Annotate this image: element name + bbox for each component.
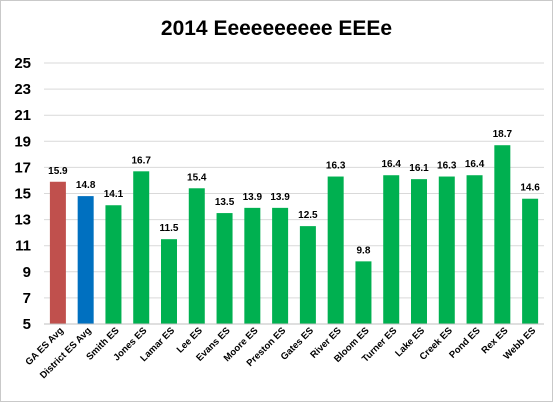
bars — [49, 145, 539, 324]
data-label: 12.5 — [298, 210, 318, 221]
bar — [411, 179, 427, 324]
data-label: 14.6 — [520, 183, 540, 194]
bar — [161, 239, 177, 324]
y-tick-label: 21 — [14, 107, 31, 124]
bar — [272, 207, 289, 324]
y-tick-label: 5 — [23, 316, 31, 333]
data-labels: 15.9 14.8 14.1 16.7 11.5 15.4 13.5 13.9 13.9 12.5… — [48, 129, 540, 256]
x-category-label: Pond ES — [447, 325, 482, 360]
bar — [49, 181, 66, 324]
data-label: 13.9 — [270, 192, 290, 203]
data-label: 16.7 — [131, 155, 151, 166]
bar — [133, 171, 150, 324]
data-label: 16.4 — [465, 159, 485, 170]
y-tick-label: 9 — [23, 264, 31, 281]
bar — [77, 196, 94, 324]
bar — [188, 188, 205, 324]
data-label: 16.3 — [437, 161, 457, 172]
data-label: 14.1 — [104, 189, 124, 200]
y-tick-label: 17 — [14, 159, 31, 176]
bar — [216, 213, 233, 324]
data-label: 15.4 — [187, 172, 207, 183]
bar — [438, 176, 455, 324]
y-tick-label: 13 — [14, 212, 31, 229]
y-tick-label: 25 — [14, 55, 31, 72]
bar — [522, 198, 539, 324]
data-label: 14.8 — [76, 180, 96, 191]
data-label: 9.8 — [356, 245, 370, 256]
bar — [383, 175, 400, 324]
data-label: 13.9 — [243, 192, 263, 203]
bar — [466, 175, 483, 324]
y-axis-ticks: 5 7 9 11 13 15 17 19 21 23 25 — [14, 55, 31, 333]
y-tick-label: 19 — [14, 133, 31, 150]
data-label: 16.3 — [326, 161, 346, 172]
data-label: 13.5 — [215, 197, 235, 208]
gridlines — [44, 62, 544, 299]
bar — [494, 145, 511, 324]
data-label: 16.1 — [409, 163, 429, 174]
bar — [327, 176, 344, 324]
data-label: 11.5 — [160, 223, 179, 234]
y-tick-label: 11 — [15, 238, 31, 255]
bar — [244, 207, 261, 324]
chart-title: 2014 Eeeeeeeeee EEEe — [160, 17, 393, 40]
data-label: 15.9 — [48, 166, 68, 177]
data-label: 16.4 — [381, 159, 401, 170]
bar — [105, 205, 122, 324]
bar — [355, 261, 372, 324]
y-tick-label: 7 — [23, 290, 31, 307]
bar — [299, 226, 316, 324]
y-tick-label: 15 — [14, 186, 31, 203]
y-tick-label: 23 — [14, 81, 31, 98]
data-label: 18.7 — [493, 129, 513, 140]
